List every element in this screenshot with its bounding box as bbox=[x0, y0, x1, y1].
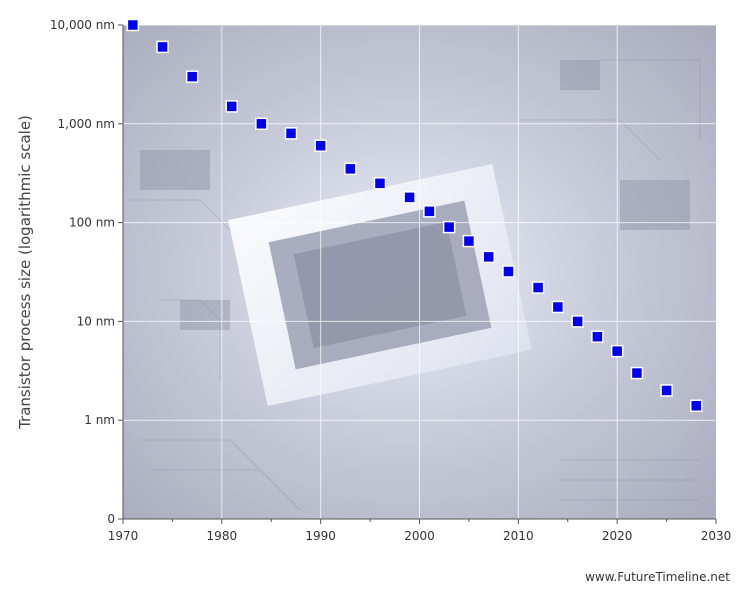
y-tick-label: 10 nm bbox=[77, 314, 115, 328]
y-tick-label: 1 nm bbox=[84, 413, 115, 427]
y-tick-label: 10,000 nm bbox=[50, 18, 115, 32]
y-tick-label: 0 bbox=[107, 512, 115, 526]
x-tick-label: 1970 bbox=[108, 529, 139, 543]
data-point bbox=[482, 250, 495, 264]
data-point bbox=[610, 344, 624, 358]
x-tick-label: 2000 bbox=[404, 529, 435, 543]
data-point bbox=[284, 127, 298, 140]
y-axis-title: Transistor process size (logarithmic sca… bbox=[16, 115, 34, 430]
data-point bbox=[156, 40, 169, 54]
processor-chip bbox=[228, 164, 532, 406]
data-point bbox=[660, 384, 673, 397]
data-point bbox=[403, 191, 416, 204]
data-point bbox=[126, 18, 140, 32]
data-point bbox=[314, 139, 327, 152]
y-tick-label: 100 nm bbox=[69, 216, 115, 230]
data-point bbox=[531, 281, 545, 294]
data-point bbox=[591, 330, 604, 343]
data-point bbox=[255, 117, 268, 131]
y-tick-label: 1,000 nm bbox=[58, 117, 115, 131]
grid bbox=[123, 24, 716, 519]
data-point bbox=[630, 366, 644, 380]
data-point bbox=[689, 399, 703, 413]
x-tick-label: 1980 bbox=[207, 529, 238, 543]
y-axis-ticks: 10,000 nm 1,000 nm 100 nm 10 nm 1 nm 0 bbox=[50, 18, 124, 526]
x-tick-label: 2010 bbox=[503, 529, 534, 543]
x-tick-label: 2030 bbox=[701, 529, 732, 543]
data-point bbox=[462, 234, 476, 248]
data-point bbox=[225, 100, 238, 113]
data-point bbox=[185, 70, 199, 83]
x-tick-label: 2020 bbox=[602, 529, 633, 543]
data-point bbox=[373, 177, 387, 190]
credit-text[interactable]: www.FutureTimeline.net bbox=[585, 570, 730, 584]
data-point bbox=[571, 315, 584, 328]
data-point bbox=[344, 162, 357, 176]
data-point bbox=[502, 265, 515, 278]
x-tick-label: 1990 bbox=[305, 529, 336, 543]
data-point bbox=[551, 300, 565, 314]
data-points bbox=[126, 18, 703, 413]
x-axis-ticks: 1970 1980 1990 2000 2010 2020 2030 bbox=[108, 518, 732, 543]
data-point bbox=[442, 220, 456, 234]
data-point bbox=[423, 205, 436, 218]
